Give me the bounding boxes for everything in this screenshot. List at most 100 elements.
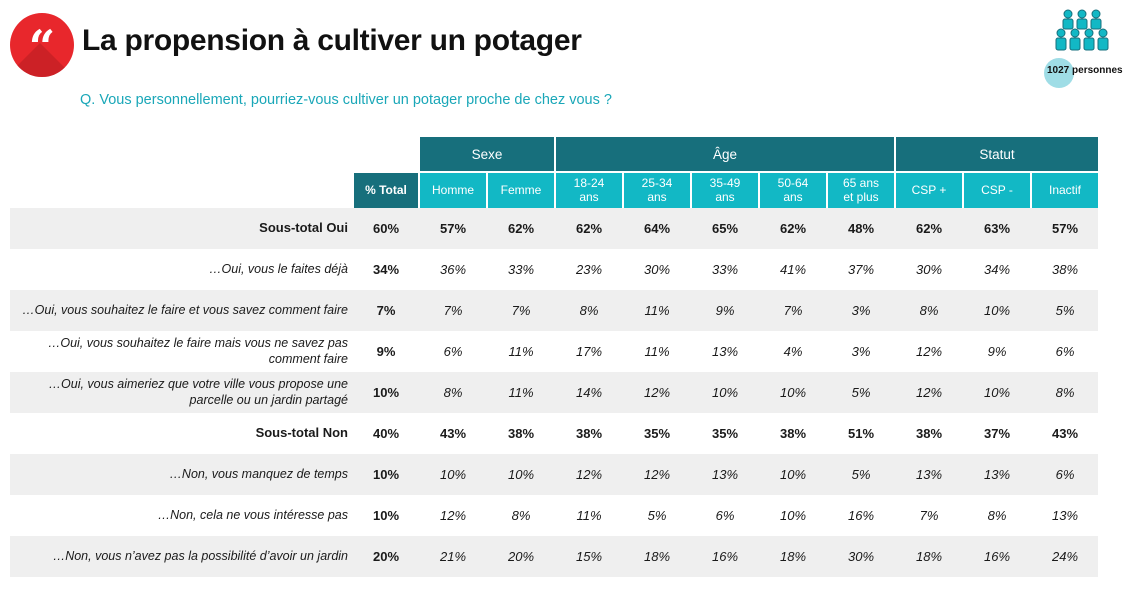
sample-size-badge: 1027 personnes [1044,8,1128,88]
value-cell: 15% [554,536,622,577]
column-header: 65 ans et plus [826,171,894,208]
value-cell: 8% [1030,372,1098,413]
value-cell: 33% [507,262,535,277]
sample-size-label: 1027 personnes [1047,65,1123,76]
row-label: …Non, cela ne vous intéresse pas [157,507,348,522]
value-cell: 9% [690,290,758,331]
value-cell: 7% [418,290,486,331]
value-cell: 5% [826,372,894,413]
value-cell: 6% [443,344,463,359]
value-cell: 30% [643,262,671,277]
value-cell: 36% [439,262,467,277]
value-cell: 5% [826,454,894,495]
value-cell: 23% [575,262,603,277]
group-header: Âge [554,137,894,171]
value-cell: 10% [758,454,826,495]
value-cell: 17% [575,344,603,359]
value-cell: 8% [418,372,486,413]
value-cell: 64% [622,208,690,249]
value-cell: 12% [622,372,690,413]
value-cell: 7% [486,290,554,331]
value-cell: 6% [1030,454,1098,495]
group-header-row: Sexe Âge Statut [10,137,1098,171]
total-cell: 10% [352,372,418,413]
column-header: Homme [418,171,486,208]
total-cell: 60% [352,208,418,249]
value-cell: 16% [847,508,875,523]
people-group-icon [1055,9,1109,51]
quote-icon: “ [28,20,56,74]
value-cell: 13% [962,454,1030,495]
value-cell: 11% [486,372,554,413]
total-cell: 40% [372,426,400,441]
table-row: Sous-total Non 40% 43% 38% 38% 35% 35% 38% 51% 38… [10,413,1098,454]
value-cell: 51% [847,426,875,441]
table-row: …Non, vous manquez de temps 10% 10% 10% 12% 1… [10,454,1098,495]
value-cell: 13% [1051,508,1079,523]
value-cell: 8% [987,508,1007,523]
value-cell: 62% [894,208,962,249]
value-cell: 38% [507,426,535,441]
value-cell: 13% [690,454,758,495]
value-cell: 6% [1055,344,1075,359]
value-cell: 10% [962,290,1030,331]
table-row: …Oui, vous aimeriez que votre ville vous… [10,372,1098,413]
page-title: La propension à cultiver un potager [82,24,582,57]
value-cell: 10% [962,372,1030,413]
value-cell: 38% [779,426,807,441]
group-header: Sexe [418,137,554,171]
value-cell: 11% [508,344,534,359]
value-cell: 8% [554,290,622,331]
value-cell: 10% [779,508,807,523]
value-cell: 5% [1030,290,1098,331]
value-cell: 3% [826,290,894,331]
column-header-total: % Total [352,171,418,208]
value-cell: 57% [1030,208,1098,249]
value-cell: 38% [1051,262,1079,277]
row-label: …Oui, vous le faites déjà [209,261,348,276]
value-cell: 6% [715,508,735,523]
column-header: 50-64 ans [758,171,826,208]
table-row: …Oui, vous souhaitez le faire mais vous … [10,331,1098,372]
row-label: Sous-total Non [255,425,348,441]
column-header: 25-34 ans [622,171,690,208]
value-cell: 37% [983,426,1011,441]
column-header: 35-49 ans [690,171,758,208]
value-cell: 11% [576,508,602,523]
value-cell: 37% [847,262,875,277]
table-row: …Oui, vous le faites déjà 34% 36% 33% 23% 30%… [10,249,1098,290]
row-label: …Non, vous n’avez pas la possibilité d’a… [10,536,352,577]
column-header: 18-24 ans [554,171,622,208]
column-header-row: % Total Homme Femme 18-24 ans 25-34 ans 35-49 an… [10,171,1098,208]
value-cell: 8% [511,508,531,523]
value-cell: 57% [418,208,486,249]
value-cell: 34% [983,262,1011,277]
value-cell: 35% [711,426,739,441]
row-label: …Oui, vous aimeriez que votre ville vous… [10,372,352,413]
value-cell: 12% [915,344,943,359]
value-cell: 20% [486,536,554,577]
column-header: CSP + [894,171,962,208]
quote-badge: “ [10,13,74,77]
value-cell: 7% [758,290,826,331]
value-cell: 30% [826,536,894,577]
value-cell: 30% [915,262,943,277]
value-cell: 33% [711,262,739,277]
value-cell: 62% [758,208,826,249]
value-cell: 38% [575,426,603,441]
column-header: Femme [486,171,554,208]
value-cell: 13% [894,454,962,495]
value-cell: 10% [486,454,554,495]
total-cell: 20% [352,536,418,577]
total-cell: 10% [372,508,400,523]
value-cell: 65% [690,208,758,249]
value-cell: 35% [643,426,671,441]
row-label: …Non, vous manquez de temps [10,454,352,495]
column-header: Inactif [1030,171,1098,208]
value-cell: 12% [554,454,622,495]
value-cell: 13% [711,344,739,359]
total-cell: 9% [376,344,396,359]
sample-size-circle [1044,58,1074,88]
table-row: …Non, cela ne vous intéresse pas 10% 12% 8%… [10,495,1098,536]
value-cell: 48% [826,208,894,249]
